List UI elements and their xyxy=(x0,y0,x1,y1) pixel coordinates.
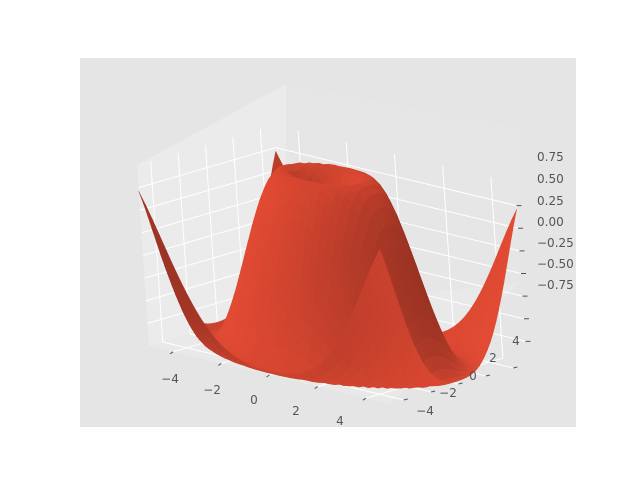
y-tick-label: 4 xyxy=(512,334,520,348)
y-tick-mark xyxy=(458,382,463,385)
pane-grid-line xyxy=(138,147,276,189)
x-tick-mark xyxy=(218,362,222,366)
surface xyxy=(138,150,517,389)
y-tick-label: −4 xyxy=(416,404,434,418)
z-tick-label: −0.50 xyxy=(537,257,574,271)
y-tick-mark xyxy=(403,398,408,401)
x-tick-mark xyxy=(266,374,270,378)
x-tick-mark xyxy=(169,351,174,355)
surface-patch xyxy=(374,248,385,274)
x-tick-label: 4 xyxy=(336,414,344,428)
x-axis-ticks: −4 −2 0 2 4 xyxy=(161,372,344,428)
x-tick-label: 0 xyxy=(250,393,258,407)
z-tick-label: −0.75 xyxy=(537,278,574,292)
x-tick-label: −4 xyxy=(161,372,179,386)
z-tick-label: 0.75 xyxy=(537,150,564,164)
pane-grid-line xyxy=(139,169,278,211)
y-tick-label: 0 xyxy=(469,369,477,383)
pane-grid-line xyxy=(141,192,279,234)
y-tick-mark xyxy=(430,390,436,393)
x-tick-mark xyxy=(362,397,367,401)
z-tick-label: 0.25 xyxy=(537,194,564,208)
y-tick-mark xyxy=(485,374,491,377)
x-tick-label: 2 xyxy=(292,404,300,418)
x-tick-label: −2 xyxy=(203,383,221,397)
pane-grid-line xyxy=(275,147,517,207)
z-tick-label: 0.50 xyxy=(537,172,564,186)
axis-ticks xyxy=(169,205,531,401)
x-tick-mark xyxy=(314,386,318,390)
z-tick-label: 0.00 xyxy=(537,215,564,229)
z-axis-ticks: −0.75 −0.50 −0.25 0.00 0.25 0.50 0.75 xyxy=(537,150,574,292)
y-tick-label: −2 xyxy=(439,386,457,400)
z-tick-label: −0.25 xyxy=(537,236,574,250)
y-tick-label: 2 xyxy=(489,351,497,365)
y-tick-mark xyxy=(513,366,518,369)
y-axis-ticks: −4 −2 0 2 4 xyxy=(416,334,520,418)
